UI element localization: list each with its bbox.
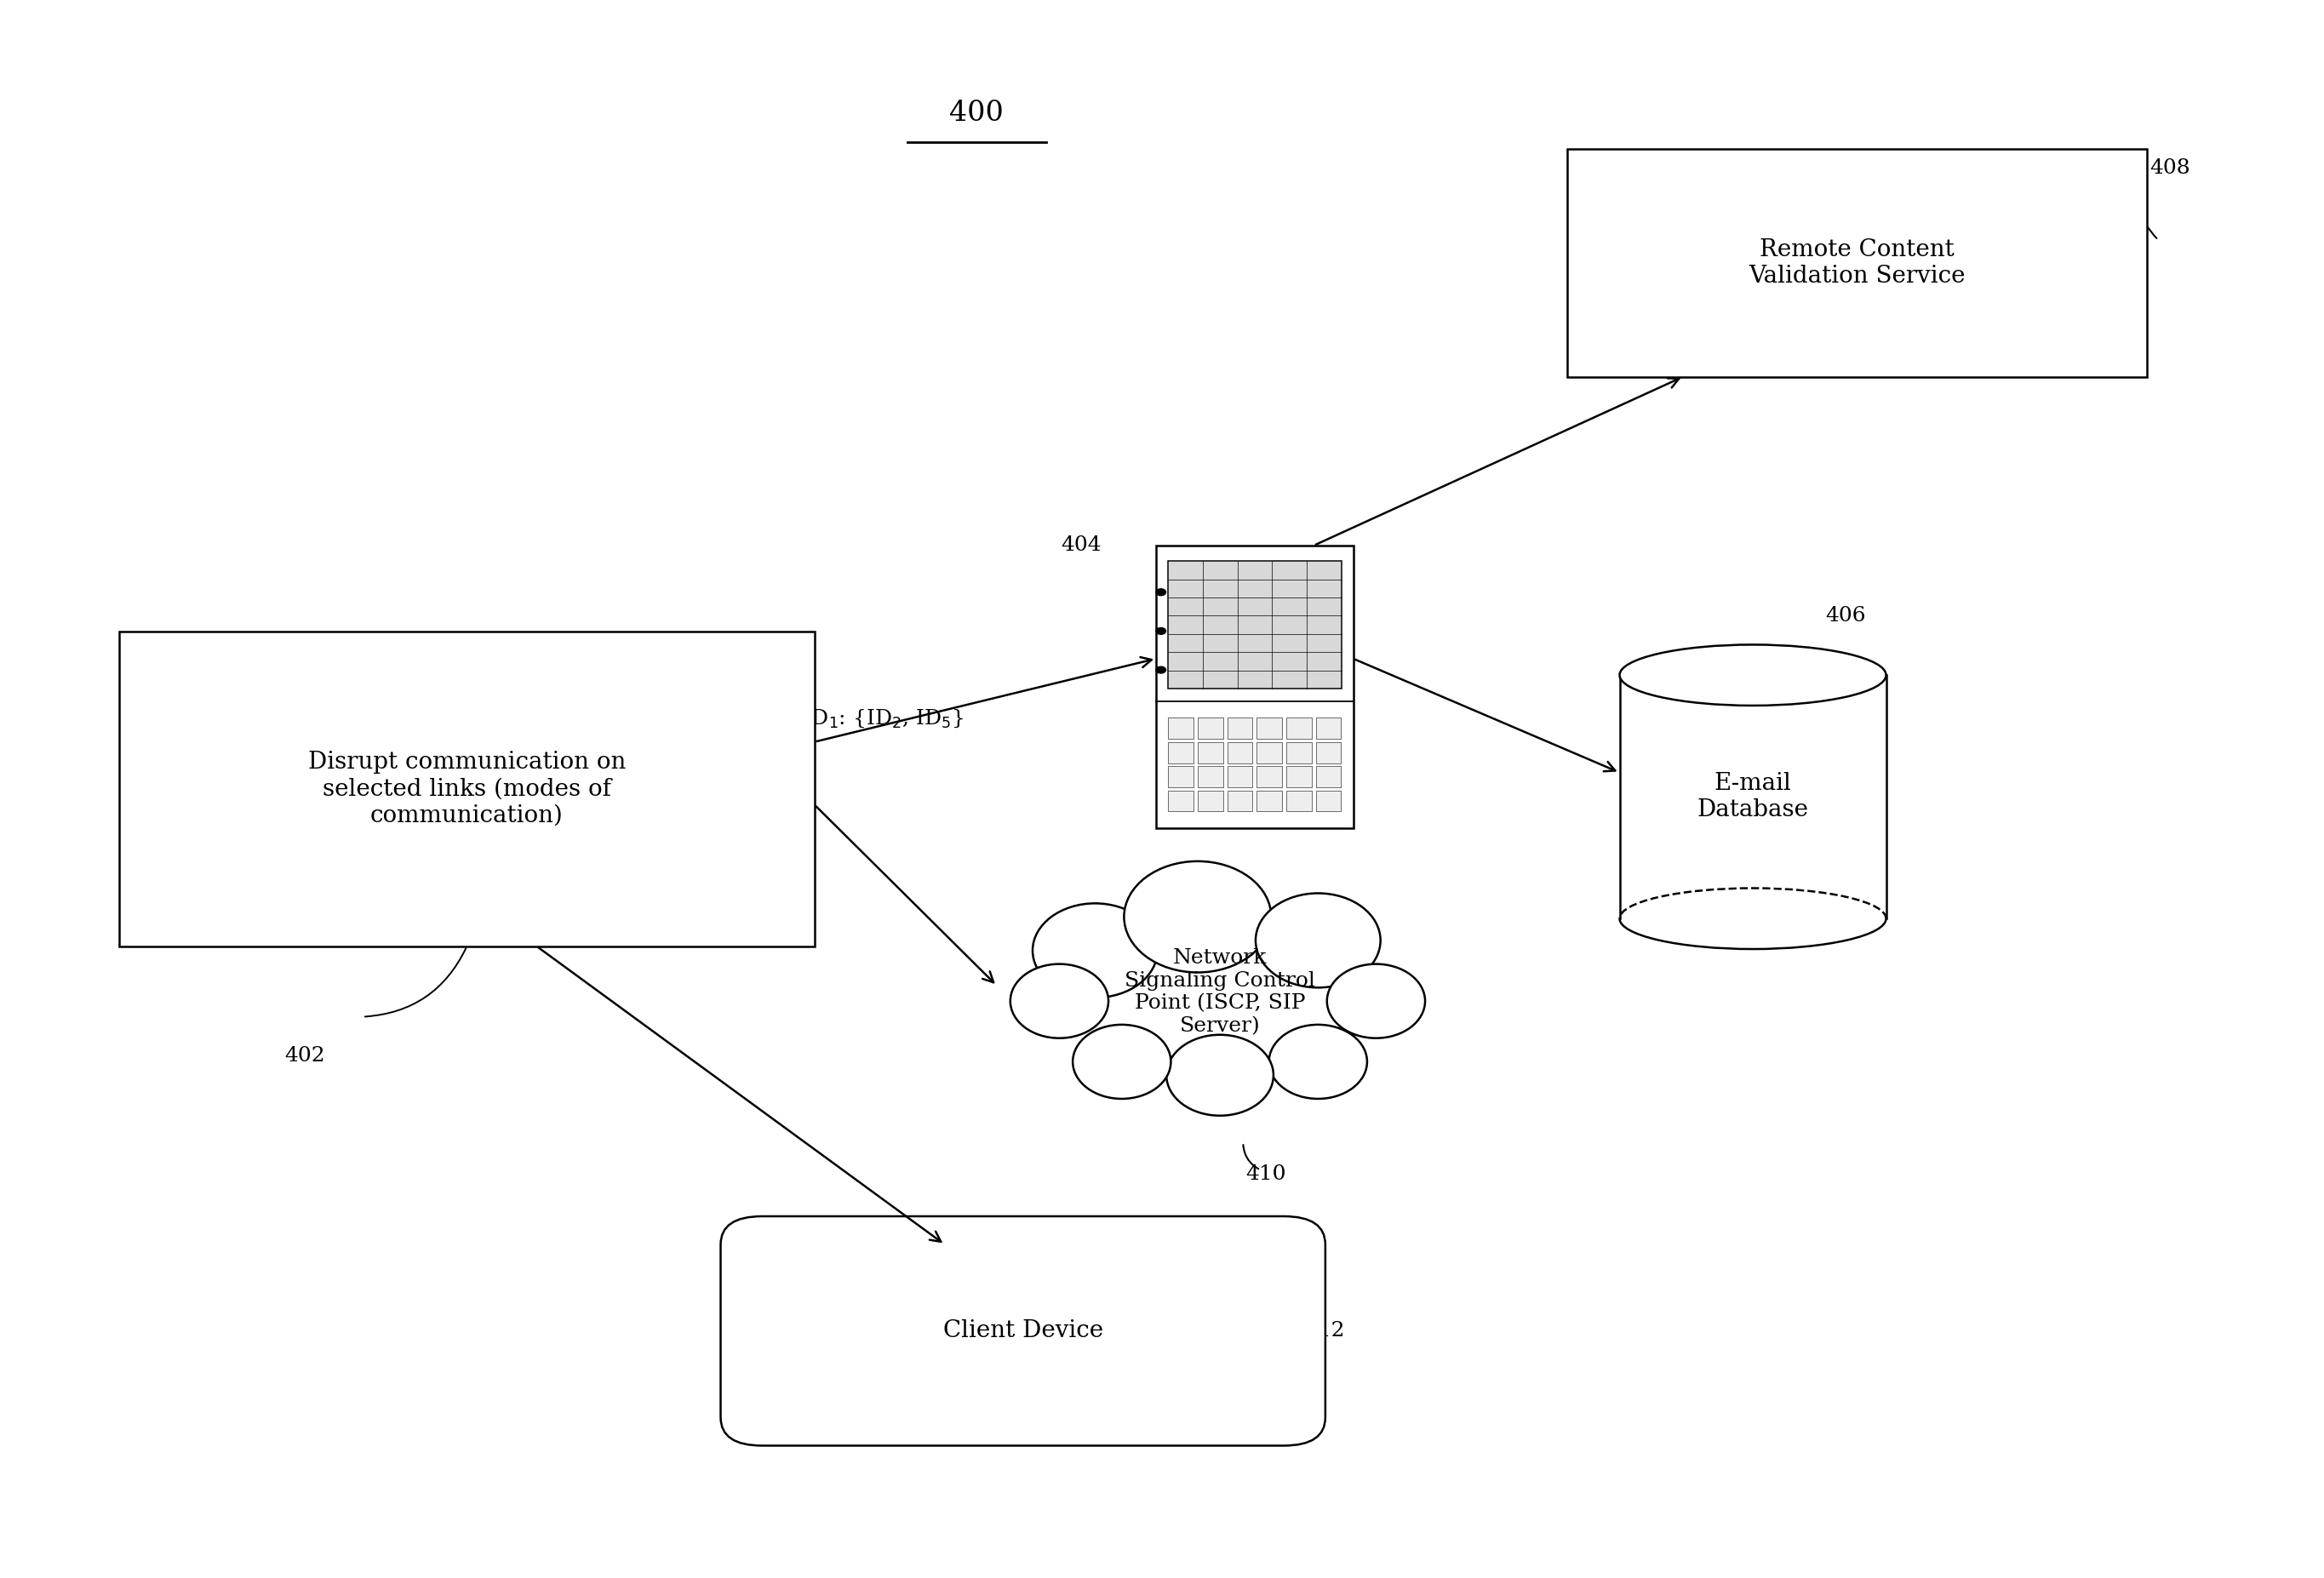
- Circle shape: [1155, 589, 1167, 595]
- Ellipse shape: [1269, 1024, 1367, 1098]
- Text: 410: 410: [1246, 1165, 1287, 1184]
- Bar: [1287, 767, 1311, 787]
- Bar: [1169, 767, 1195, 787]
- Bar: [1620, 675, 1887, 918]
- Bar: [1197, 791, 1222, 811]
- Text: 406: 406: [1824, 606, 1866, 626]
- Bar: [1257, 742, 1283, 764]
- Text: Disrupt communication on
selected links (modes of
communication): Disrupt communication on selected links …: [309, 751, 625, 827]
- Bar: [1315, 742, 1341, 764]
- Text: 404: 404: [1060, 535, 1102, 555]
- Bar: [1257, 767, 1283, 787]
- Bar: [1287, 718, 1311, 739]
- Ellipse shape: [1167, 1035, 1274, 1116]
- Circle shape: [1155, 666, 1167, 674]
- Ellipse shape: [1327, 964, 1425, 1038]
- Bar: [1197, 718, 1222, 739]
- Bar: [1287, 742, 1311, 764]
- Ellipse shape: [1255, 893, 1380, 988]
- Text: Remote Content
Validation Service: Remote Content Validation Service: [1748, 238, 1966, 287]
- Bar: [1197, 742, 1222, 764]
- Bar: [1157, 546, 1353, 828]
- Text: 400: 400: [951, 99, 1004, 128]
- Bar: [1169, 742, 1195, 764]
- Bar: [1315, 718, 1341, 739]
- Circle shape: [1155, 628, 1167, 634]
- Bar: [1197, 767, 1222, 787]
- Bar: [1315, 767, 1341, 787]
- Ellipse shape: [1074, 1024, 1171, 1098]
- Bar: [1227, 742, 1253, 764]
- Bar: [1169, 718, 1195, 739]
- Text: ID$_1$: {ID$_2$, ID$_5$}: ID$_1$: {ID$_2$, ID$_5$}: [802, 707, 964, 729]
- Text: Client Device: Client Device: [944, 1319, 1104, 1343]
- Bar: [1287, 791, 1311, 811]
- Text: 402: 402: [284, 1046, 325, 1065]
- Bar: [1257, 718, 1283, 739]
- Text: 412: 412: [1304, 1321, 1343, 1341]
- FancyBboxPatch shape: [1566, 148, 2147, 377]
- Bar: [1227, 791, 1253, 811]
- Ellipse shape: [1011, 964, 1109, 1038]
- Bar: [1169, 791, 1195, 811]
- FancyBboxPatch shape: [119, 631, 813, 947]
- Bar: [1257, 791, 1283, 811]
- Bar: [1227, 767, 1253, 787]
- Bar: [1315, 791, 1341, 811]
- Bar: [1169, 562, 1341, 688]
- FancyBboxPatch shape: [720, 1217, 1325, 1445]
- Ellipse shape: [1032, 903, 1157, 997]
- Bar: [1227, 718, 1253, 739]
- Ellipse shape: [1620, 645, 1887, 705]
- Text: Network
Signaling Control
Point (ISCP, SIP
Server): Network Signaling Control Point (ISCP, S…: [1125, 948, 1315, 1035]
- Text: 408: 408: [2150, 159, 2189, 178]
- Ellipse shape: [1125, 862, 1271, 972]
- Text: E-mail
Database: E-mail Database: [1697, 772, 1808, 822]
